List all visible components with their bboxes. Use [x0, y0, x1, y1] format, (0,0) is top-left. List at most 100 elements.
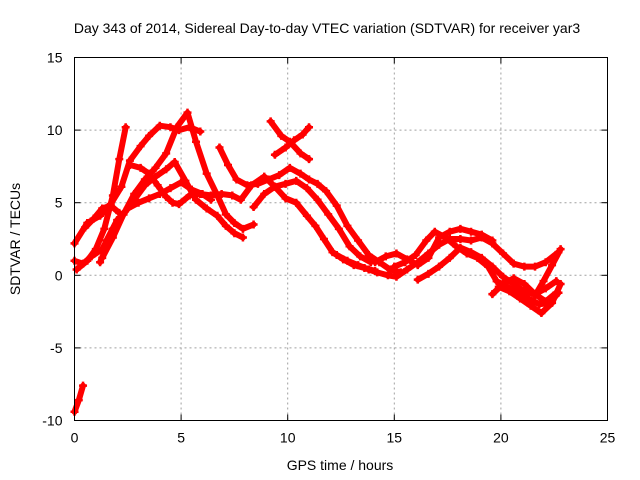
- data-point: [238, 224, 247, 233]
- data-point: [170, 158, 179, 167]
- data-point: [313, 179, 322, 188]
- data-point: [477, 253, 486, 262]
- data-point: [285, 163, 294, 172]
- x-tick-label: 0: [71, 430, 79, 446]
- data-point: [296, 169, 305, 178]
- data-point: [130, 189, 139, 198]
- data-point: [403, 265, 412, 274]
- x-tick-label: 15: [387, 430, 403, 446]
- series-track-4: [72, 123, 130, 274]
- x-tick-labels: 0 5 10 15 20 25: [71, 430, 616, 446]
- series-track-18: [531, 245, 565, 300]
- data-point: [441, 233, 450, 242]
- data-point: [292, 176, 301, 185]
- data-point: [217, 189, 226, 198]
- data-point: [322, 187, 331, 196]
- data-point: [108, 191, 117, 200]
- x-tick-label: 5: [177, 430, 185, 446]
- data-point: [264, 175, 273, 184]
- data-point: [343, 256, 352, 265]
- data-point: [115, 208, 124, 217]
- data-point: [136, 142, 145, 151]
- data-point: [185, 191, 194, 200]
- data-point: [520, 287, 529, 296]
- data-point: [145, 169, 154, 178]
- data-point: [539, 277, 548, 286]
- data-point: [556, 280, 565, 289]
- y-tick-label: -10: [42, 413, 62, 429]
- data-point: [183, 108, 192, 117]
- data-point: [492, 277, 501, 286]
- data-point: [221, 210, 230, 219]
- data-point: [541, 297, 550, 306]
- data-point: [162, 192, 171, 201]
- data-point: [541, 258, 550, 267]
- data-point: [270, 182, 279, 191]
- data-point: [202, 204, 211, 213]
- data-point: [230, 219, 239, 228]
- data-point: [390, 262, 399, 271]
- data-point: [413, 261, 422, 270]
- data-point: [334, 224, 343, 233]
- data-point: [96, 258, 105, 267]
- data-point: [313, 195, 322, 204]
- data-point: [531, 291, 540, 300]
- data-point: [392, 249, 401, 258]
- data-point: [509, 274, 518, 283]
- data-point: [140, 175, 149, 184]
- data-point: [381, 252, 390, 261]
- y-tick-label: 0: [55, 267, 63, 283]
- data-point: [499, 249, 508, 258]
- x-axis-label: GPS time / hours: [287, 457, 394, 473]
- data-point: [162, 149, 171, 158]
- data-point: [177, 178, 186, 187]
- data-point: [541, 284, 550, 293]
- series-track-1: [70, 381, 88, 416]
- data-point: [488, 290, 497, 299]
- data-point: [520, 262, 529, 271]
- data-point: [548, 261, 557, 270]
- data-point: [115, 155, 124, 164]
- data-point: [467, 227, 476, 236]
- data-point: [224, 160, 233, 169]
- data-point: [145, 194, 154, 203]
- data-point: [292, 198, 301, 207]
- data-point: [230, 229, 239, 238]
- data-point: [121, 123, 130, 132]
- data-point: [477, 230, 486, 239]
- data-point: [305, 175, 314, 184]
- data-point: [305, 155, 314, 164]
- series-layer: [70, 108, 565, 416]
- data-point: [228, 191, 237, 200]
- data-point: [456, 243, 465, 252]
- series-track-19: [96, 220, 122, 267]
- data-point: [290, 136, 299, 145]
- data-point: [371, 258, 380, 267]
- data-point: [74, 396, 83, 405]
- y-tick-label: 5: [55, 195, 63, 211]
- data-point: [117, 182, 126, 191]
- data-point: [125, 160, 134, 169]
- data-point: [270, 150, 279, 159]
- chart-title: Day 343 of 2014, Sidereal Day-to-day VTE…: [74, 20, 580, 36]
- data-point: [221, 221, 230, 230]
- data-point: [83, 256, 92, 265]
- data-point: [168, 198, 177, 207]
- data-point: [548, 298, 557, 307]
- data-point: [266, 117, 275, 126]
- data-point: [302, 211, 311, 220]
- data-point: [467, 248, 476, 257]
- data-point: [275, 171, 284, 180]
- series-line: [532, 246, 564, 299]
- data-point: [356, 252, 365, 261]
- data-point: [535, 300, 544, 309]
- y-tick-label: -5: [50, 340, 63, 356]
- series-track-9: [249, 176, 375, 267]
- x-tick-label: 25: [600, 430, 616, 446]
- data-point: [424, 269, 433, 278]
- data-point: [537, 309, 546, 318]
- series-line: [99, 109, 257, 261]
- data-point: [445, 253, 454, 262]
- data-point: [488, 262, 497, 271]
